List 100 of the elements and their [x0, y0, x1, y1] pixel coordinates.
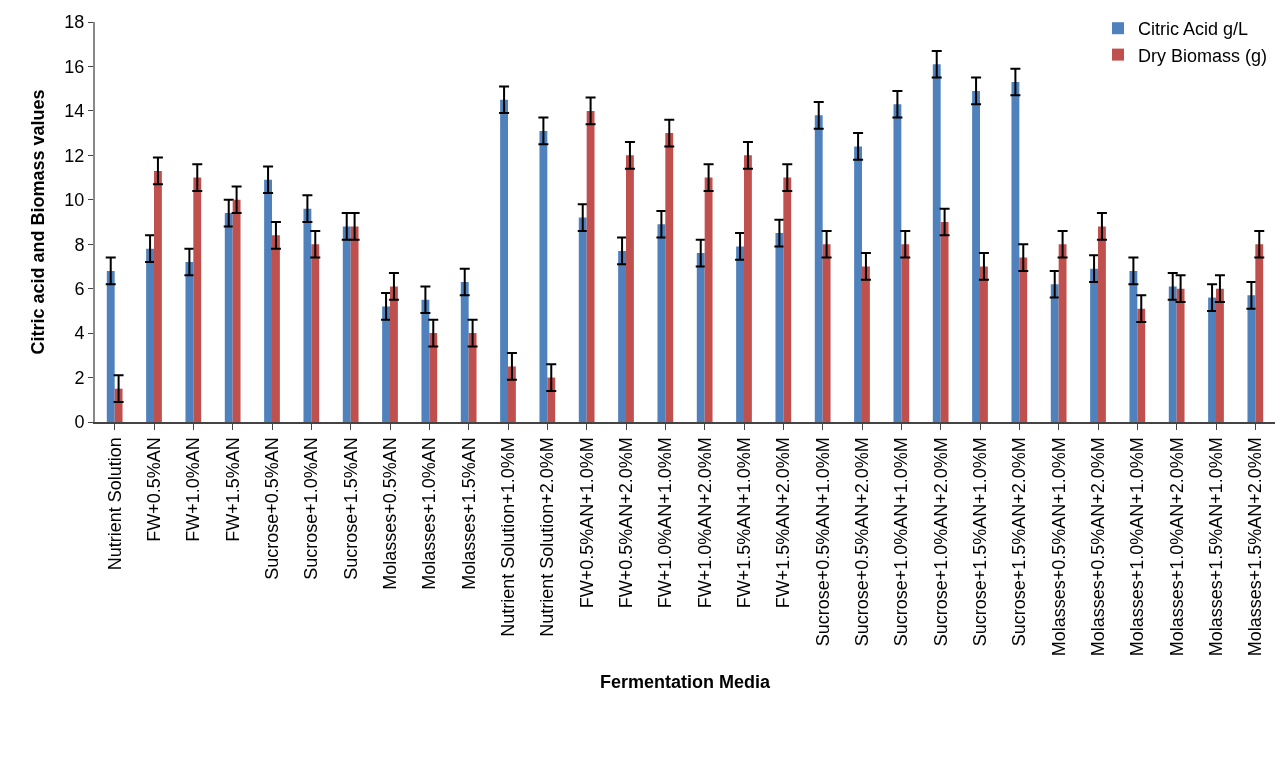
bar — [704, 177, 713, 422]
y-tick-label: 8 — [74, 234, 85, 255]
bar — [390, 286, 398, 422]
bar — [814, 115, 823, 422]
x-tick-label: Sucrose+1.5%AN+2.0%M — [1009, 437, 1030, 647]
bar — [342, 226, 351, 422]
bar — [1255, 244, 1264, 422]
bar — [311, 244, 320, 422]
bar — [822, 244, 831, 422]
bar — [1176, 288, 1185, 422]
bar — [744, 155, 752, 422]
y-tick-label: 12 — [64, 145, 85, 166]
bar — [1208, 297, 1216, 422]
y-tick-label: 16 — [64, 56, 85, 77]
bar — [1137, 308, 1146, 422]
bar — [185, 262, 194, 422]
x-tick-label: Nutrient Solution — [104, 437, 125, 571]
x-tick-label: Nutrient Solution+2.0%M — [537, 437, 558, 637]
bar — [429, 333, 438, 422]
bar — [1011, 82, 1020, 422]
bar — [1168, 286, 1177, 422]
y-tick-label: 2 — [74, 367, 85, 388]
x-tick-label: Sucrose+0.5%AN+2.0%M — [851, 437, 872, 647]
x-axis-title: Fermentation Media — [599, 671, 771, 692]
x-tick-label: FW+1.0%AN — [183, 437, 204, 542]
bar — [854, 146, 862, 422]
bar — [1050, 284, 1059, 422]
bar — [350, 226, 359, 422]
bar — [775, 233, 784, 422]
x-tick-label: Molasses+0.5%AN — [379, 437, 400, 590]
bar — [272, 235, 280, 422]
bar — [1058, 244, 1067, 422]
bar — [696, 253, 705, 422]
x-tick-label: Molasses+1.5%AN+1.0%M — [1205, 437, 1226, 657]
bar — [193, 177, 202, 422]
bar — [626, 155, 634, 422]
bar — [508, 366, 516, 422]
bar — [783, 177, 792, 422]
x-tick-label: FW+1.0%AN+2.0%M — [694, 437, 715, 609]
y-tick-label: 10 — [64, 190, 85, 211]
bar — [972, 90, 980, 422]
legend-label: Citric Acid g/L — [1138, 19, 1249, 40]
x-tick-label: Nutrient Solution+1.0%M — [497, 437, 518, 637]
bar — [421, 299, 430, 422]
bar — [1019, 257, 1028, 422]
bar — [940, 222, 949, 422]
bar — [1216, 288, 1224, 422]
bar — [539, 130, 548, 422]
x-tick-label: Molasses+0.5%AN+2.0%M — [1087, 437, 1108, 657]
y-tick-label: 14 — [64, 101, 85, 122]
x-tick-label: Molasses+1.0%AN — [419, 437, 440, 590]
x-tick-label: Molasses+1.0%AN+1.0%M — [1127, 437, 1148, 657]
bar — [862, 266, 870, 422]
y-tick-label: 0 — [74, 412, 85, 433]
x-tick-label: Sucrose+1.0%AN — [301, 437, 322, 580]
bar — [146, 248, 154, 422]
bar — [1098, 226, 1106, 422]
bar — [736, 246, 744, 422]
x-tick-label: FW+0.5%AN+1.0%M — [576, 437, 597, 609]
bar — [665, 133, 674, 422]
x-tick-label: Sucrose+0.5%AN+1.0%M — [812, 437, 833, 647]
x-tick-label: Molasses+1.5%AN+2.0%M — [1245, 437, 1266, 657]
y-tick-label: 18 — [64, 12, 85, 33]
bar — [657, 224, 666, 422]
x-tick-label: Sucrose+1.5%AN — [340, 437, 361, 580]
bar — [932, 64, 941, 422]
bar — [1090, 268, 1098, 422]
bar — [578, 217, 587, 422]
x-tick-label: FW+1.5%AN+2.0%M — [773, 437, 794, 609]
x-tick-label: Molasses+0.5%AN+1.0%M — [1048, 437, 1069, 657]
x-tick-label: Sucrose+1.5%AN+1.0%M — [969, 437, 990, 647]
y-tick-label: 4 — [74, 323, 85, 344]
y-tick-label: 6 — [74, 278, 85, 299]
x-tick-label: FW+1.0%AN+1.0%M — [655, 437, 676, 609]
bar — [154, 170, 162, 422]
bar — [232, 199, 241, 422]
bar — [382, 306, 390, 422]
x-tick-label: FW+0.5%AN — [143, 437, 164, 542]
legend-label: Dry Biomass (g) — [1138, 45, 1268, 66]
x-tick-label: Sucrose+1.0%AN+2.0%M — [930, 437, 951, 647]
bar — [224, 213, 233, 422]
bar — [980, 266, 988, 422]
bar — [500, 99, 508, 422]
bar — [460, 282, 469, 422]
x-tick-label: FW+1.5%AN+1.0%M — [733, 437, 754, 609]
bar — [468, 333, 477, 422]
y-axis-title: Citric acid and Biomass values — [28, 89, 49, 355]
bar — [1129, 270, 1138, 422]
x-tick-label: Molasses+1.5%AN — [458, 437, 479, 590]
x-tick-label: FW+0.5%AN+2.0%M — [615, 437, 636, 609]
x-tick-label: Sucrose+0.5%AN — [261, 437, 282, 580]
bar — [901, 244, 910, 422]
x-tick-label: FW+1.5%AN — [222, 437, 243, 542]
x-tick-label: Molasses+1.0%AN+2.0%M — [1166, 437, 1187, 657]
bar — [893, 104, 902, 422]
x-tick-label: Sucrose+1.0%AN+1.0%M — [891, 437, 912, 647]
bar — [1247, 295, 1256, 422]
bar — [303, 208, 312, 422]
bar — [106, 270, 115, 422]
bar — [618, 250, 626, 422]
